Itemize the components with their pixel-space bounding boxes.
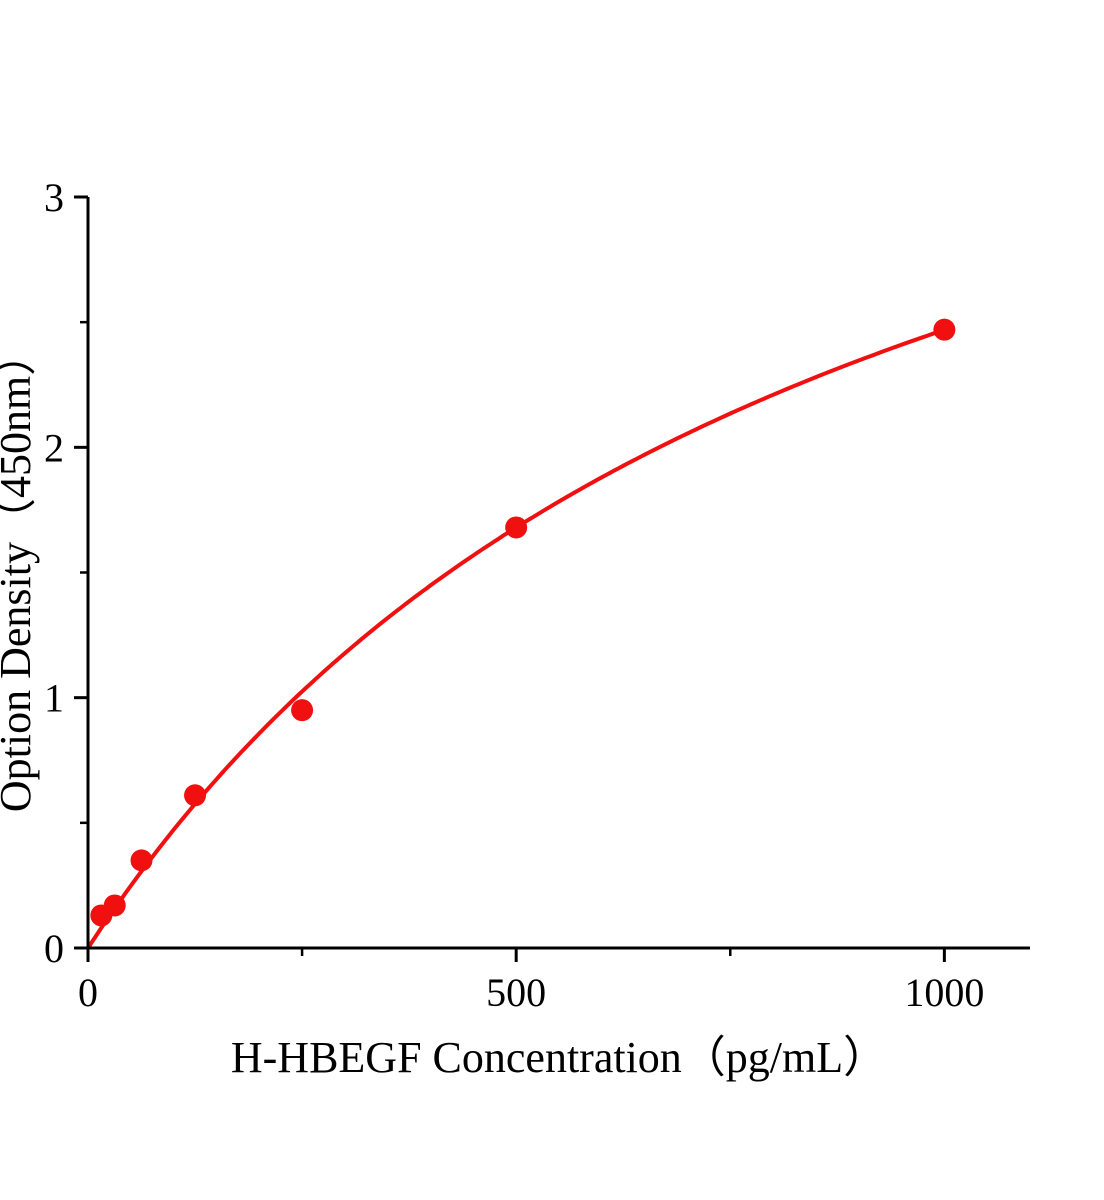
- data-point: [291, 699, 314, 722]
- fit-curve: [86, 327, 947, 950]
- data-point: [505, 516, 528, 539]
- y-axis-label: Option Density（450nm）: [0, 332, 40, 812]
- x-tick-label: 500: [486, 970, 546, 1015]
- data-points-group: [90, 318, 956, 927]
- x-axis-label: H-HBEGF Concentration（pg/mL）: [231, 1033, 887, 1082]
- data-point: [933, 318, 956, 341]
- data-point: [184, 784, 207, 807]
- x-tick-label: 0: [78, 970, 98, 1015]
- x-tick-label: 1000: [904, 970, 984, 1015]
- y-tick-label: 1: [44, 676, 64, 721]
- y-tick-label: 2: [44, 425, 64, 470]
- y-tick-label: 3: [44, 175, 64, 220]
- data-point: [130, 849, 153, 872]
- data-point: [103, 894, 126, 917]
- fit-curve-group: [86, 327, 947, 950]
- axes-group: 0 500 1000 0 1 2 3: [44, 175, 1030, 1015]
- y-tick-label: 0: [44, 926, 64, 971]
